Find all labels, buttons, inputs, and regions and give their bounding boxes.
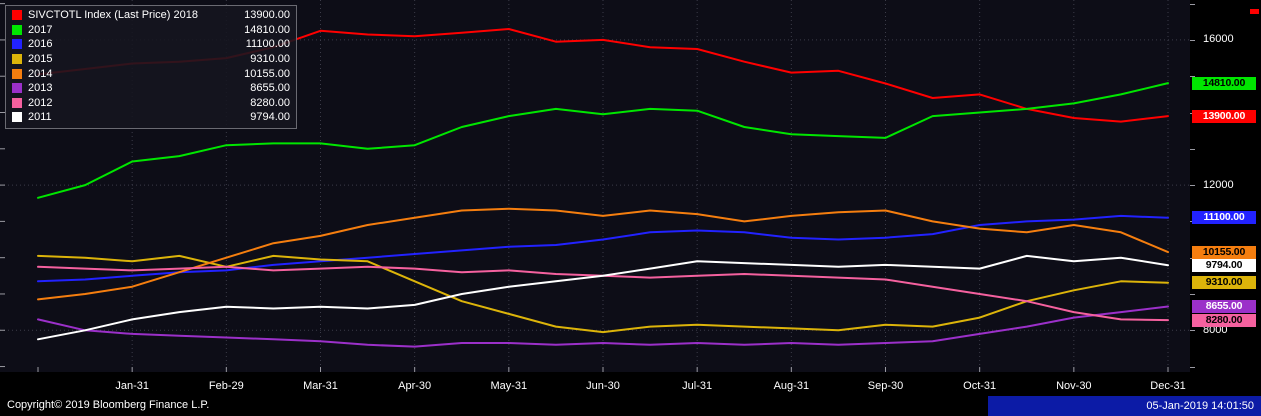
- y-tick-label: 16000: [1203, 33, 1234, 46]
- legend-label: 2012: [28, 96, 53, 109]
- x-tick-label: Jan-31: [115, 380, 149, 392]
- legend-swatch-icon: [12, 97, 22, 108]
- legend-swatch-icon: [12, 24, 22, 35]
- chart-legend[interactable]: SIVCTOTL Index (Last Price) 2018 13900.00…: [5, 5, 297, 129]
- panel-edge-tick: [1190, 148, 1195, 150]
- legend-row-2017[interactable]: 2017 14810.00: [12, 23, 290, 38]
- x-tick-label: Apr-30: [398, 380, 432, 392]
- last-price-badge-2016: 11100.00: [1192, 211, 1256, 225]
- x-tick-label: Aug-31: [773, 380, 810, 392]
- legend-value: 8655.00: [250, 82, 290, 95]
- legend-label: 2013: [28, 82, 53, 95]
- x-tick-label: Jun-30: [586, 380, 620, 392]
- x-axis-labels: Jan-31 Feb-29 Mar-31 Apr-30 May-31 Jun-30 Jul-…: [0, 372, 1190, 396]
- legend-value: 14810.00: [244, 23, 290, 36]
- legend-row-2015[interactable]: 2015 9310.00: [12, 52, 290, 67]
- legend-swatch-icon: [12, 68, 22, 79]
- series-line-2011: [37, 254, 1169, 341]
- last-price-badge-2013: 8655.00: [1192, 299, 1256, 313]
- status-bar: Copyright© 2019 Bloomberg Finance L.P. 0…: [0, 396, 1261, 416]
- last-price-badge-2015: 9310.00: [1192, 276, 1256, 290]
- legend-swatch-icon: [12, 39, 22, 50]
- legend-swatch-icon: [12, 112, 22, 123]
- legend-row-2014[interactable]: 2014 10155.00: [12, 66, 290, 81]
- copyright-text: Copyright© 2019 Bloomberg Finance L.P.: [7, 399, 210, 411]
- last-price-badge-2011: 9794.00: [1192, 258, 1256, 272]
- x-tick-label: Oct-31: [963, 380, 997, 392]
- series-line-2013: [37, 305, 1169, 348]
- legend-value: 13900.00: [244, 9, 290, 22]
- x-tick-label: Jul-31: [682, 380, 713, 392]
- legend-value: 9310.00: [250, 53, 290, 66]
- panel-edge-tick: [1190, 185, 1195, 187]
- x-tick-label: May-31: [490, 380, 528, 392]
- legend-value: 10155.00: [244, 67, 290, 80]
- last-price-badge-2017: 14810.00: [1192, 76, 1256, 90]
- last-price-badge-2014: 10155.00: [1192, 245, 1256, 259]
- legend-value: 11100.00: [245, 38, 290, 51]
- legend-value: 9794.00: [250, 111, 290, 124]
- legend-label: 2011: [28, 111, 52, 124]
- last-price-badge-2018: 13900.00: [1192, 109, 1256, 123]
- x-tick-label: Sep-30: [867, 380, 904, 392]
- x-tick-label: Feb-29: [208, 380, 244, 392]
- panel-edge-tick: [1190, 330, 1195, 332]
- panel-edge-tick: [1190, 293, 1195, 295]
- legend-row-2011[interactable]: 2011 9794.00: [12, 110, 290, 125]
- legend-row-2012[interactable]: 2012 8280.00: [12, 96, 290, 111]
- timestamp-bar: 05-Jan-2019 14:01:50: [988, 396, 1261, 416]
- legend-row-2018[interactable]: SIVCTOTL Index (Last Price) 2018 13900.00: [12, 8, 290, 23]
- legend-swatch-icon: [12, 10, 22, 21]
- timestamp-text: 05-Jan-2019 14:01:50: [1146, 400, 1254, 412]
- legend-label: 2016: [28, 38, 53, 51]
- legend-label: 2017: [28, 23, 53, 36]
- legend-label: 2015: [28, 53, 53, 66]
- series-line-2016: [37, 214, 1169, 283]
- y-tick-label: 12000: [1203, 178, 1234, 191]
- last-price-badge-2012: 8280.00: [1192, 313, 1256, 327]
- x-tick-label: Nov-30: [1056, 380, 1092, 392]
- legend-label: SIVCTOTL Index (Last Price) 2018: [28, 9, 198, 22]
- legend-label: 2014: [28, 67, 53, 80]
- panel-edge-tick: [1190, 366, 1195, 368]
- panel-red-marker: [1250, 9, 1259, 14]
- legend-row-2016[interactable]: 2016 11100.00: [12, 37, 290, 52]
- legend-swatch-icon: [12, 83, 22, 94]
- legend-row-2013[interactable]: 2013 8655.00: [12, 81, 290, 96]
- x-tick-label: Mar-31: [303, 380, 338, 392]
- series-line-2014: [37, 207, 1169, 301]
- legend-swatch-icon: [12, 54, 22, 65]
- legend-value: 8280.00: [250, 96, 290, 109]
- panel-edge-tick: [1190, 39, 1195, 41]
- series-line-2017: [37, 82, 1169, 199]
- x-tick-label: Dec-31: [1150, 380, 1186, 392]
- y-tick-label: 8000: [1203, 323, 1228, 336]
- y-axis-panel: 16000 12000 8000 14810.00 13900.00 11100.00 10…: [1190, 0, 1261, 396]
- panel-edge-tick: [1190, 3, 1195, 5]
